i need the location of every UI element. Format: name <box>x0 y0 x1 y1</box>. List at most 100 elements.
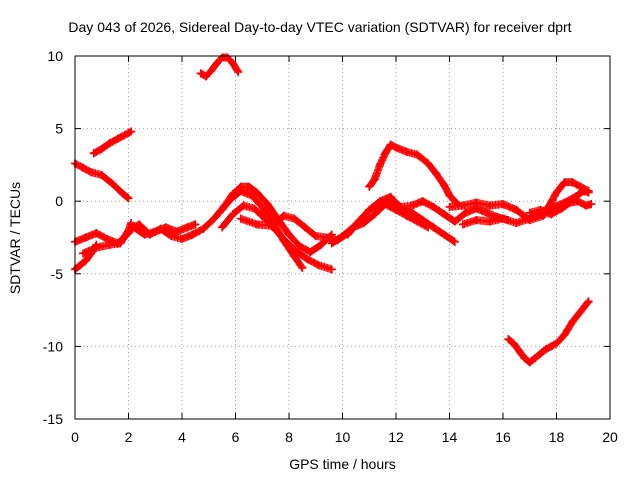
data-point <box>244 182 253 191</box>
series-arc-1 <box>71 159 133 203</box>
data-point <box>135 220 144 229</box>
data-point <box>485 201 494 210</box>
data-point <box>402 147 411 156</box>
data-point <box>247 191 256 200</box>
data-point <box>424 159 433 168</box>
data-point <box>515 346 524 355</box>
x-tick-label: 16 <box>495 429 511 445</box>
data-point <box>167 232 176 241</box>
data-point <box>557 204 566 213</box>
data-point <box>440 210 449 219</box>
data-point <box>317 240 326 249</box>
data-point <box>413 150 422 159</box>
data-point <box>92 229 101 238</box>
data-point <box>499 214 507 223</box>
data-point <box>212 59 221 68</box>
data-point <box>89 149 98 158</box>
data-point <box>504 335 513 344</box>
data-point <box>587 200 596 209</box>
data-point <box>124 194 133 203</box>
data-point <box>541 345 550 354</box>
data-point <box>252 188 261 197</box>
series-arc-15 <box>458 178 593 229</box>
data-point <box>445 191 454 200</box>
data-point <box>458 220 467 229</box>
x-tick-label: 2 <box>125 429 133 445</box>
series-arc-17 <box>504 297 593 367</box>
data-point <box>183 223 192 232</box>
data-point <box>285 230 293 239</box>
data-point <box>301 223 310 232</box>
data-point <box>581 201 590 210</box>
data-point <box>199 224 208 233</box>
data-point <box>576 182 585 191</box>
data-point <box>127 127 136 136</box>
data-point <box>565 198 574 207</box>
data-point <box>239 201 248 210</box>
x-tick-label: 20 <box>602 429 618 445</box>
data-point <box>485 217 494 226</box>
data-point <box>573 197 582 206</box>
data-point <box>234 67 243 76</box>
data-point <box>279 211 288 220</box>
data-point <box>375 160 384 169</box>
data-point <box>87 168 96 177</box>
data-point <box>108 179 117 188</box>
data-point <box>429 203 438 212</box>
series-arc-3 <box>196 53 243 81</box>
data-point <box>228 59 237 68</box>
x-tick-label: 18 <box>549 429 565 445</box>
data-point <box>258 203 267 212</box>
data-point <box>370 210 379 219</box>
data-point <box>370 175 379 184</box>
data-point <box>440 181 449 190</box>
y-tick-label: 5 <box>55 121 63 137</box>
series-markers <box>504 297 593 367</box>
data-point <box>207 66 216 75</box>
y-tick-label: -10 <box>43 338 63 354</box>
chart-title: Day 043 of 2026, Sidereal Day-to-day VTE… <box>68 19 572 35</box>
data-point <box>531 354 540 363</box>
data-point <box>228 210 237 219</box>
x-tick-label: 8 <box>285 429 293 445</box>
data-point <box>536 349 545 358</box>
y-axis-label: SDTVAR / TECUs <box>7 181 23 295</box>
data-point <box>472 198 481 207</box>
data-point <box>445 203 454 212</box>
x-tick-label: 10 <box>335 429 351 445</box>
data-point <box>512 205 521 214</box>
series-arc-12 <box>365 140 462 209</box>
x-tick-label: 6 <box>232 429 240 445</box>
data-point <box>223 53 232 62</box>
y-tick-label: -5 <box>51 266 64 282</box>
data-point <box>375 200 384 209</box>
x-axis-label: GPS time / hours <box>289 456 396 472</box>
data-point <box>202 72 211 81</box>
x-tick-label: 4 <box>178 429 186 445</box>
data-point <box>196 69 205 78</box>
data-point <box>525 208 534 217</box>
data-point <box>365 205 374 214</box>
data-point <box>418 197 427 206</box>
data-point <box>440 230 449 239</box>
data-point <box>293 248 302 257</box>
data-point <box>81 256 90 265</box>
data-point <box>105 240 114 249</box>
data-point <box>210 214 219 223</box>
data-point <box>424 223 433 232</box>
data-point <box>354 217 363 226</box>
data-point <box>343 230 352 239</box>
data-point <box>295 242 304 251</box>
series-arc-7 <box>124 182 336 257</box>
data-point <box>252 220 261 229</box>
data-point <box>97 144 106 153</box>
axis-ticks: 0 2 4 6 8 10 12 14 16 18 20 -15 -10 -5 0 5 10 <box>43 48 618 445</box>
series-arc-8 <box>215 187 307 272</box>
data-point <box>520 354 529 363</box>
data-point <box>560 178 569 187</box>
data-point <box>458 201 467 210</box>
data-point <box>156 224 165 233</box>
data-point <box>432 169 441 178</box>
data-point <box>525 358 534 367</box>
